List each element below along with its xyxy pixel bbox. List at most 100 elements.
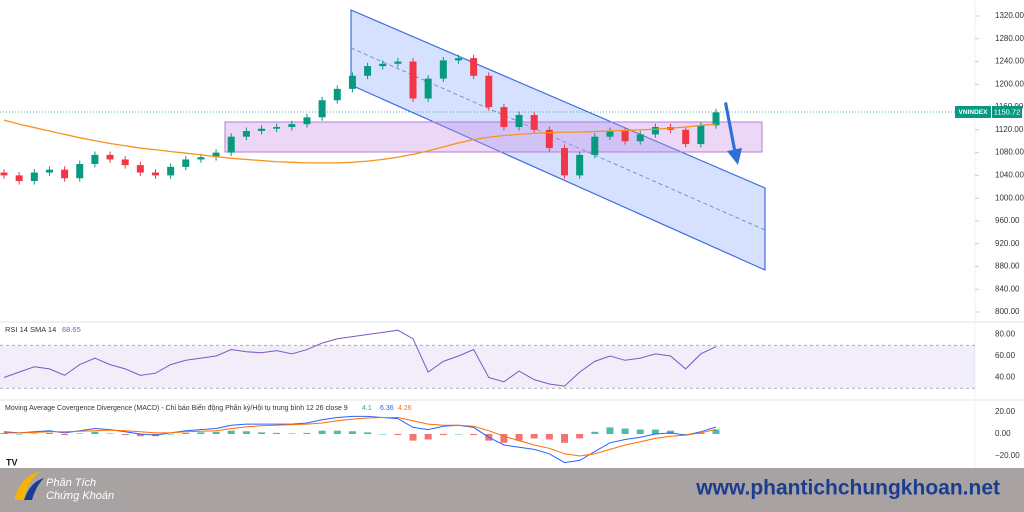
candle-body — [409, 61, 417, 99]
candle-body — [288, 124, 296, 127]
rsi-tick-label: 60.00 — [995, 351, 1016, 360]
logo-icon — [14, 472, 40, 500]
macd-tick-label: 20.00 — [995, 407, 1016, 416]
candle-body — [242, 130, 250, 137]
logo-text: Phân Tích — [46, 477, 96, 489]
candle-body — [712, 112, 720, 126]
macd-tick-label: 0.00 — [995, 429, 1011, 438]
macd-histogram — [91, 431, 99, 434]
macd-histogram — [576, 434, 584, 439]
rsi-band — [0, 344, 975, 389]
footer-bar — [0, 468, 1024, 512]
candle-body — [273, 127, 281, 129]
rsi-line — [3, 329, 717, 387]
macd-histogram — [636, 429, 644, 434]
moving-average — [3, 119, 717, 164]
candle-body — [61, 169, 69, 179]
candle-body — [167, 166, 175, 176]
y-tick-label: 880.00 — [995, 262, 1020, 271]
macd-histogram — [182, 432, 190, 434]
candle-body — [212, 152, 220, 158]
macd-histogram — [76, 433, 84, 434]
candle-body — [545, 129, 553, 149]
macd-histogram — [318, 430, 326, 434]
macd-histogram — [167, 434, 175, 435]
tv-logo: TV — [6, 457, 18, 467]
macd-histogram — [379, 434, 387, 435]
macd-histogram — [424, 434, 432, 440]
macd-histogram — [303, 432, 311, 434]
macd-histogram — [439, 434, 447, 436]
y-tick-label: 1120.00 — [995, 125, 1024, 134]
macd-histogram — [258, 432, 266, 434]
macd-signal-value: 4.26 — [398, 405, 412, 412]
macd-histogram — [621, 428, 629, 434]
candle-body — [333, 88, 341, 101]
macd-histogram — [530, 434, 538, 439]
candle-body — [561, 148, 569, 176]
candle-body — [500, 107, 508, 127]
macd-histogram — [561, 434, 569, 443]
macd-histogram — [242, 431, 250, 434]
candle-body — [182, 159, 190, 167]
price-badge — [992, 106, 1022, 118]
candle-body — [424, 78, 432, 99]
macd-histogram — [545, 434, 553, 440]
symbol-label: VNINDEX — [959, 109, 989, 116]
candle-body — [76, 164, 84, 179]
candle-body — [303, 117, 311, 125]
price-label: 1150.72 — [994, 107, 1021, 116]
candle-body — [530, 115, 538, 130]
y-tick-label: 960.00 — [995, 216, 1020, 225]
candle-body — [621, 130, 629, 142]
macd-histogram — [121, 434, 129, 436]
candle-body — [15, 175, 23, 182]
website: www.phantichchungkhoan.net — [695, 477, 1000, 500]
candle-body — [0, 172, 8, 176]
rsi-band — [0, 345, 975, 389]
macd-histogram — [333, 430, 341, 434]
candle-body — [364, 66, 372, 76]
candle-body — [91, 154, 99, 164]
candle-body — [258, 128, 266, 131]
macd-histogram — [0, 432, 8, 434]
macd-histogram — [61, 434, 69, 436]
candle-body — [606, 130, 614, 137]
logo-icon — [24, 478, 44, 500]
macd-tick-label: −20.00 — [995, 451, 1020, 460]
y-tick-label: 1320.00 — [995, 11, 1024, 20]
candle-body — [454, 58, 462, 61]
macd-histogram — [454, 434, 462, 435]
macd-histogram — [212, 431, 220, 434]
candle-body — [379, 63, 387, 67]
candle-body — [591, 136, 599, 155]
macd-histogram — [227, 430, 235, 434]
macd-histogram — [606, 427, 614, 434]
y-tick-label: 920.00 — [995, 239, 1020, 248]
symbol-badge — [955, 106, 991, 118]
logo-text: Chứng Khoán — [46, 490, 114, 502]
macd-histogram — [591, 431, 599, 434]
macd-title: Moving Average Covergence Divergence (MA… — [5, 403, 348, 412]
candle-body — [318, 100, 326, 118]
macd-histogram — [394, 434, 402, 436]
candle-body — [470, 58, 478, 76]
macd-histogram — [651, 429, 659, 434]
macd-hist-value: 4.1 — [362, 405, 372, 412]
candle-body — [394, 61, 402, 64]
rsi-title: RSI 14 SMA 14 — [5, 325, 56, 334]
candle-body — [576, 154, 584, 176]
macd-histogram — [197, 432, 205, 434]
candle-body — [136, 165, 144, 173]
y-tick-label: 1240.00 — [995, 57, 1024, 66]
macd-histogram — [106, 433, 114, 434]
rsi-value: 68.65 — [62, 325, 81, 334]
candle-body — [682, 129, 690, 145]
rsi-tick-label: 80.00 — [995, 330, 1016, 339]
y-tick-label: 1000.00 — [995, 193, 1024, 202]
candle-body — [151, 172, 159, 176]
candle-body — [30, 172, 38, 182]
macd-histogram — [288, 433, 296, 434]
